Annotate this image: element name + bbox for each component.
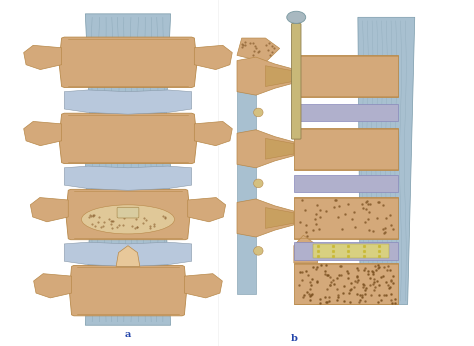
Polygon shape: [69, 265, 187, 316]
Polygon shape: [237, 86, 256, 294]
Polygon shape: [294, 235, 318, 263]
Polygon shape: [24, 121, 62, 146]
Polygon shape: [265, 138, 294, 159]
Polygon shape: [64, 90, 191, 114]
Polygon shape: [237, 130, 294, 168]
Polygon shape: [188, 198, 226, 222]
Polygon shape: [265, 208, 294, 228]
Polygon shape: [294, 197, 398, 239]
Polygon shape: [66, 189, 190, 240]
Polygon shape: [116, 246, 140, 266]
Polygon shape: [294, 128, 398, 170]
Ellipse shape: [254, 108, 263, 117]
Polygon shape: [313, 244, 389, 258]
Ellipse shape: [287, 11, 306, 23]
Polygon shape: [294, 55, 398, 97]
Polygon shape: [194, 45, 232, 70]
Polygon shape: [237, 38, 280, 62]
Polygon shape: [294, 175, 398, 192]
FancyBboxPatch shape: [292, 24, 301, 139]
Polygon shape: [30, 198, 68, 222]
Polygon shape: [184, 274, 222, 298]
Polygon shape: [237, 199, 294, 237]
Ellipse shape: [82, 205, 174, 234]
Polygon shape: [265, 66, 294, 86]
Polygon shape: [358, 17, 415, 304]
Text: a: a: [125, 330, 131, 339]
Polygon shape: [294, 263, 398, 304]
Polygon shape: [85, 14, 171, 325]
Polygon shape: [59, 37, 197, 88]
Text: b: b: [291, 334, 297, 343]
Polygon shape: [294, 104, 398, 121]
Polygon shape: [194, 121, 232, 146]
FancyBboxPatch shape: [117, 207, 139, 218]
Polygon shape: [64, 242, 191, 266]
Polygon shape: [294, 242, 398, 260]
Polygon shape: [24, 45, 62, 70]
Polygon shape: [64, 166, 191, 190]
Ellipse shape: [254, 246, 263, 255]
Polygon shape: [34, 274, 72, 298]
Polygon shape: [59, 113, 197, 164]
Polygon shape: [237, 57, 294, 95]
Ellipse shape: [254, 179, 263, 188]
